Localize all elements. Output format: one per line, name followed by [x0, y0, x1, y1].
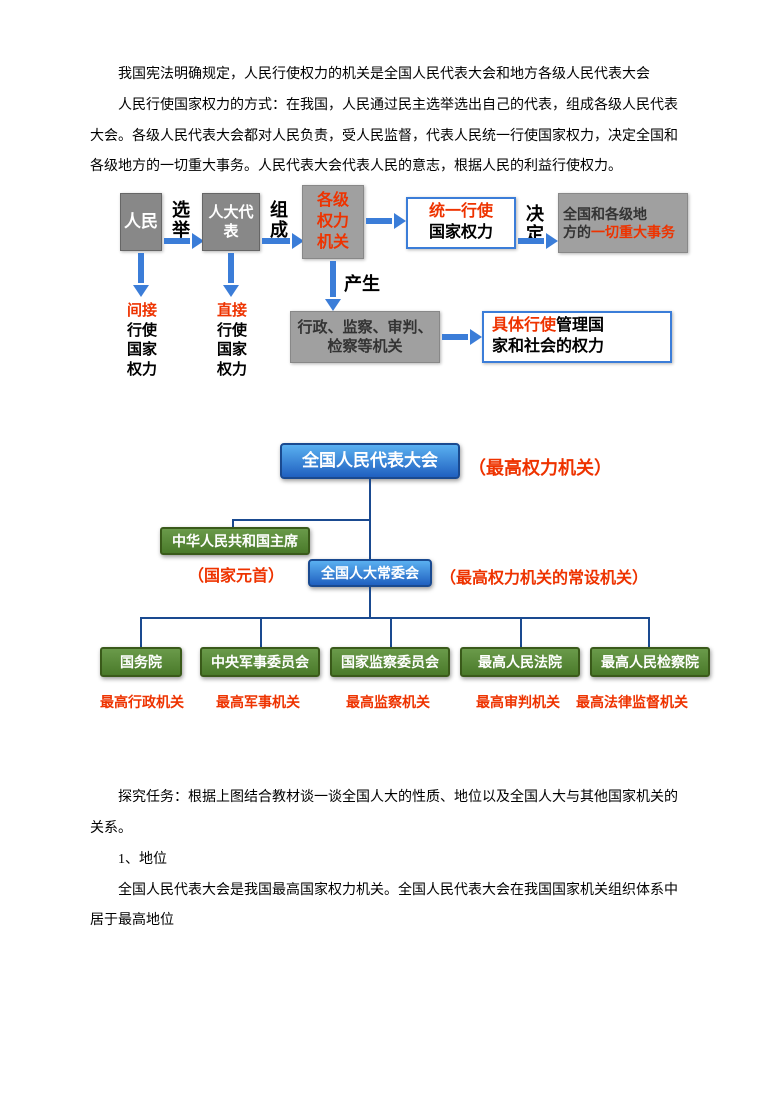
diagram-power-flow: 人民 选举 .arrow-right[style*="left:44px"]::…	[120, 193, 740, 423]
line-b1	[140, 617, 142, 647]
label-chairman: （国家元首）	[188, 559, 284, 594]
label-standing: （最高权力机关的常设机关）	[440, 561, 648, 596]
line-h2	[140, 617, 650, 619]
line-b2	[260, 617, 262, 647]
paragraph-2: 人民行使国家权力的方式：在我国，人民通过民主选举选出自己的代表，组成各级人民代表…	[90, 91, 690, 183]
box-renmin: 人民	[120, 193, 162, 251]
box-juti: 具体行使管理国 家和社会的权力	[482, 311, 672, 363]
box-chairman: 中华人民共和国主席	[160, 527, 310, 555]
line-b3	[390, 617, 392, 647]
box-tongyi: 统一行使 国家权力	[406, 197, 516, 249]
box-b1: 国务院	[100, 647, 182, 677]
label-npc: （最高权力机关）	[468, 449, 612, 489]
box-renda: 人大代表	[202, 193, 260, 251]
box-zhijie: 直接 行使国家权力	[208, 295, 256, 385]
box-npc: 全国人民代表大会	[280, 443, 460, 479]
line-v3	[369, 587, 371, 617]
paragraph-1: 我国宪法明确规定，人民行使权力的机关是全国人民代表大会和地方各级人民代表大会	[90, 60, 690, 91]
label-b2: 最高军事机关	[216, 687, 300, 718]
label-zucheng: 组成	[268, 201, 290, 241]
diagram-org-tree: 全国人民代表大会 （最高权力机关） 中华人民共和国主席 （国家元首） 全国人大常…	[90, 443, 710, 753]
box-b3: 国家监察委员会	[330, 647, 450, 677]
heading-1: 1、地位	[90, 845, 690, 876]
box-xingzheng: 行政、监察、审判、检察等机关	[290, 311, 440, 363]
line-b4	[520, 617, 522, 647]
box-geji: 各级权力机关	[302, 185, 364, 259]
label-b3: 最高监察机关	[346, 687, 430, 718]
box-b2: 中央军事委员会	[200, 647, 320, 677]
paragraph-3: 全国人民代表大会是我国最高国家权力机关。全国人民代表大会在我国国家机关组织体系中…	[90, 876, 690, 938]
label-b5: 最高法律监督机关	[576, 687, 688, 718]
label-xuanju: 选举	[170, 201, 192, 241]
label-b4: 最高审判机关	[476, 687, 560, 718]
label-b1: 最高行政机关	[100, 687, 184, 718]
line-h1	[232, 519, 370, 521]
box-standing: 全国人大常委会	[308, 559, 432, 587]
box-b5: 最高人民检察院	[590, 647, 710, 677]
box-quanguo: 全国和各级地 方的一切重大事务	[558, 193, 688, 253]
box-jianjie: 间接 行使国家权力	[118, 295, 166, 385]
paragraph-task: 探究任务：根据上图结合教材谈一谈全国人大的性质、地位以及全国人大与其他国家机关的…	[90, 783, 690, 845]
line-b5	[648, 617, 650, 647]
box-b4: 最高人民法院	[460, 647, 580, 677]
label-chansheng: 产生	[344, 275, 380, 295]
